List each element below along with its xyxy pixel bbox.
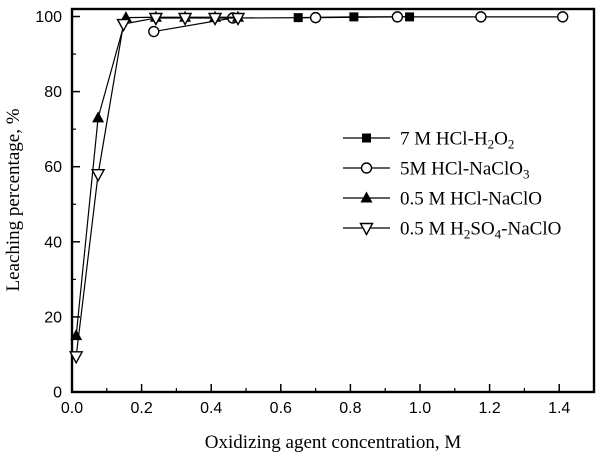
series-line bbox=[75, 17, 238, 357]
legend-entry-0: 7 M HCl-H2O2 bbox=[343, 129, 514, 152]
x-tick-label: 1.0 bbox=[409, 400, 431, 417]
y-tick-label: 40 bbox=[44, 234, 62, 251]
y-tick-label: 0 bbox=[53, 385, 62, 402]
marker-triangle-up-filled bbox=[360, 191, 373, 203]
marker-triangle-down-open bbox=[90, 169, 106, 183]
x-tick-label: 0.0 bbox=[61, 400, 83, 417]
legend-label: 7 M HCl-H2O2 bbox=[400, 129, 514, 152]
x-tick-label: 0.8 bbox=[339, 400, 361, 417]
y-tick-label: 60 bbox=[44, 159, 62, 176]
marker-triangle-up-filled bbox=[70, 329, 83, 341]
marker-triangle-down-open bbox=[148, 12, 164, 26]
series-3 bbox=[68, 12, 246, 365]
x-axis-title: Oxidizing agent concentration, M bbox=[205, 432, 462, 453]
marker-circle-open bbox=[148, 25, 160, 38]
marker-square-filled bbox=[362, 133, 371, 143]
legend: 7 M HCl-H2O2 5M HCl-NaClO3 0.5 M HCl-NaClO… bbox=[343, 129, 561, 242]
y-axis-title: Leaching percentage, % bbox=[3, 108, 24, 291]
marker-circle-open bbox=[475, 11, 487, 23]
legend-entry-1: 5M HCl-NaClO3 bbox=[343, 159, 529, 182]
legend-label: 0.5 M HCl-NaClO bbox=[400, 189, 542, 210]
marker-triangle-down-open bbox=[359, 222, 374, 236]
y-tick-label: 20 bbox=[44, 309, 62, 326]
axis-ticks: 0.0 0.2 0.4 0.6 0.8 1.0 1.2 1.4 0 20 40 60 80 100 bbox=[35, 9, 570, 417]
marker-circle-open bbox=[556, 11, 569, 23]
x-tick-label: 0.2 bbox=[130, 400, 152, 417]
y-tick-label: 100 bbox=[35, 9, 62, 26]
marker-circle-open bbox=[391, 11, 404, 23]
marker-triangle-down-open bbox=[230, 12, 246, 26]
x-tick-label: 0.6 bbox=[270, 400, 292, 417]
x-tick-label: 1.4 bbox=[548, 400, 570, 417]
marker-triangle-down-open bbox=[68, 351, 84, 365]
marker-triangle-down-open bbox=[116, 18, 131, 32]
plot-frame bbox=[70, 7, 596, 394]
legend-entry-2: 0.5 M HCl-NaClO bbox=[343, 189, 542, 210]
marker-circle-open bbox=[309, 11, 322, 24]
legend-entry-3: 0.5 M H2SO4-NaClO bbox=[343, 219, 561, 242]
legend-label: 5M HCl-NaClO3 bbox=[400, 159, 529, 182]
marker-circle-open bbox=[360, 162, 373, 174]
legend-label: 0.5 M H2SO4-NaClO bbox=[400, 219, 561, 242]
marker-triangle-down-open bbox=[207, 12, 223, 26]
x-tick-label: 0.4 bbox=[200, 400, 222, 417]
x-tick-label: 1.2 bbox=[478, 400, 500, 417]
y-tick-label: 80 bbox=[44, 84, 62, 101]
data-series-layer bbox=[68, 10, 569, 365]
marker-triangle-up-filled bbox=[92, 111, 105, 123]
marker-triangle-down-open bbox=[177, 12, 193, 26]
